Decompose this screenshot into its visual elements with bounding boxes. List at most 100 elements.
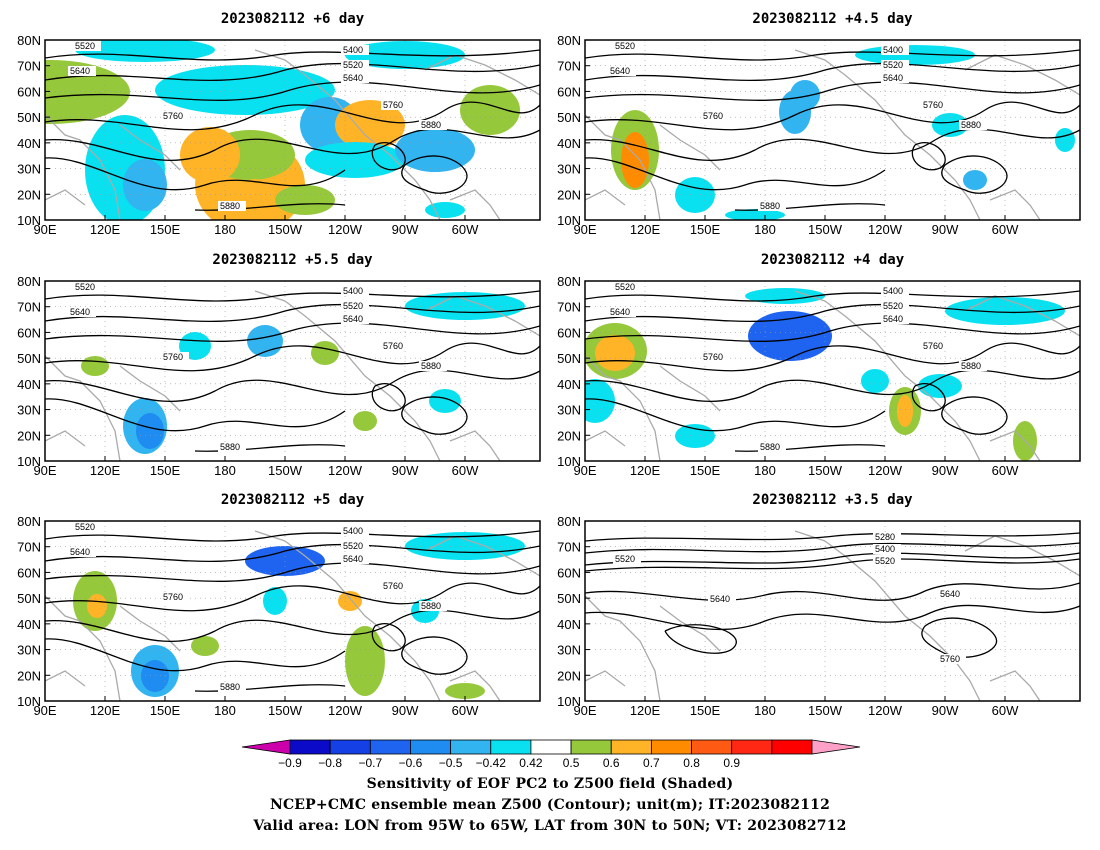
contour-label: 5520 xyxy=(615,282,635,292)
panel-frame xyxy=(584,39,1081,221)
contour-line xyxy=(45,157,346,191)
coastline xyxy=(794,530,826,542)
coastline xyxy=(585,189,626,206)
contour-label-bg xyxy=(938,589,966,599)
contour-label: 5880 xyxy=(760,442,780,452)
lon-tick-label: 90E xyxy=(573,222,596,237)
panel-title: 2023082112 +4.5 day xyxy=(752,11,913,27)
coastline xyxy=(424,54,540,96)
sensitivity-shade xyxy=(263,587,287,615)
coastline xyxy=(45,114,121,220)
contour-label: 5760 xyxy=(703,352,723,362)
coastline xyxy=(119,124,181,171)
contour-label-bg xyxy=(341,45,369,55)
contour-label-bg xyxy=(701,111,729,121)
lat-tick-label: 80N xyxy=(17,514,41,529)
sensitivity-shade xyxy=(75,40,215,62)
contour-label: 5400 xyxy=(343,286,363,296)
lon-tick-label: 120W xyxy=(328,463,363,478)
contour-line xyxy=(45,81,540,101)
colorbar-swatch xyxy=(289,739,331,755)
coastline xyxy=(585,355,661,461)
contour-label-bg xyxy=(341,554,369,564)
contour-line xyxy=(45,543,540,563)
lon-tick-label: 150W xyxy=(808,222,843,237)
contour-label-bg xyxy=(381,341,409,351)
contour-label: 5880 xyxy=(220,201,240,211)
coastline xyxy=(449,189,501,220)
contour-line xyxy=(45,582,540,612)
lat-tick-label: 50N xyxy=(17,351,41,366)
contour-label-bg xyxy=(708,594,736,604)
lon-tick-label: 120E xyxy=(630,222,661,237)
map-panel-6: 2023082112 +3.5 day 5520 5280 5400 5520 5640 5… xyxy=(557,492,1081,718)
coastline xyxy=(794,49,826,61)
panel-frame xyxy=(44,39,541,221)
contour-label: 5640 xyxy=(70,307,90,317)
sensitivity-shade xyxy=(425,202,465,218)
contour-line xyxy=(941,155,1008,194)
contour-line xyxy=(45,638,346,672)
sensitivity-shade xyxy=(675,424,715,448)
colorbar-tick-label: 0.5 xyxy=(563,756,580,770)
colorbar-tick-label: −0.6 xyxy=(399,756,423,770)
lat-tick-label: 60N xyxy=(557,84,581,99)
contour-label: 5640 xyxy=(343,554,363,564)
colorbar-swatch xyxy=(650,739,692,755)
contour-label: 5640 xyxy=(883,314,903,324)
contour-label: 5400 xyxy=(343,526,363,536)
sensitivity-shade xyxy=(748,311,832,361)
lat-tick-label: 80N xyxy=(557,514,581,529)
contour-label-bg xyxy=(758,442,786,452)
sensitivity-shade xyxy=(1055,128,1075,152)
contour-label: 5520 xyxy=(75,282,95,292)
contour-line xyxy=(45,101,540,131)
coastline xyxy=(119,605,181,652)
colorbar-tick-label: 0.8 xyxy=(683,756,700,770)
sensitivity-shade xyxy=(963,170,987,190)
contour-label-bg xyxy=(341,526,369,536)
contour-label: 5640 xyxy=(70,547,90,557)
map-panel-3: 2023082112 +5.5 day 5520 5640 5400 5520 5640 5… xyxy=(17,252,541,478)
coastline xyxy=(585,670,626,687)
colorbar-tick-label: −0.8 xyxy=(318,756,342,770)
lon-tick-label: 90E xyxy=(33,222,56,237)
coastline xyxy=(824,540,981,701)
contour-label: 5880 xyxy=(760,201,780,211)
sensitivity-shade xyxy=(141,660,169,692)
footer-line-1: Sensitivity of EOF PC2 to Z500 field (Sh… xyxy=(366,776,734,792)
contour-line xyxy=(585,62,1080,82)
coastline xyxy=(449,430,501,461)
contour-label: 5760 xyxy=(163,111,183,121)
contour-line xyxy=(194,444,346,452)
lat-tick-label: 50N xyxy=(17,110,41,125)
lon-tick-label: 120E xyxy=(630,703,661,718)
lat-tick-label: 80N xyxy=(557,33,581,48)
colorbar-swatch xyxy=(610,739,652,755)
sensitivity-shade xyxy=(345,626,385,696)
panel-title: 2023082112 +4 day xyxy=(761,252,905,268)
contour-label-bg xyxy=(873,532,901,542)
contour-line xyxy=(45,49,540,61)
coastline xyxy=(284,540,441,701)
colorbar-swatch xyxy=(691,739,733,755)
contour-label: 5520 xyxy=(883,60,903,70)
lat-tick-label: 30N xyxy=(17,643,41,658)
lon-tick-label: 150W xyxy=(808,703,843,718)
contour-line xyxy=(941,396,1008,435)
contour-label-bg xyxy=(959,120,987,130)
sensitivity-shade xyxy=(136,413,164,449)
coastline xyxy=(824,59,981,220)
panel-title: 2023082112 +5.5 day xyxy=(212,252,373,268)
colorbar-swatch xyxy=(329,739,371,755)
sensitivity-shade xyxy=(779,90,811,134)
coastline xyxy=(964,295,1080,337)
colorbar-swatch xyxy=(771,739,813,755)
coastline xyxy=(424,295,540,337)
panel-title: 2023082112 +6 day xyxy=(221,11,365,27)
lat-tick-label: 60N xyxy=(17,84,41,99)
sensitivity-shade xyxy=(335,100,405,150)
colorbar-tick-label: 0.7 xyxy=(643,756,660,770)
colorbar-swatch xyxy=(530,739,572,755)
coastline xyxy=(659,365,721,412)
